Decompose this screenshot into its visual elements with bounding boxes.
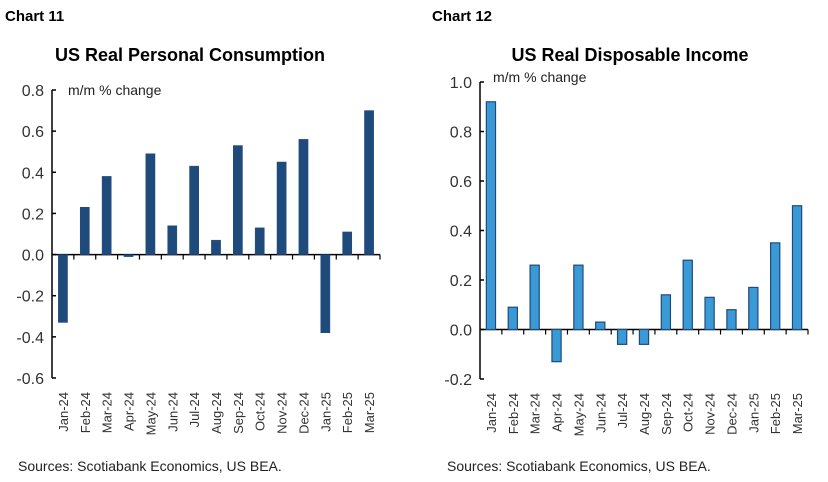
y-tick-label: 0.8 [22, 83, 44, 100]
x-tick-label: Nov-24 [703, 393, 718, 435]
bar [320, 254, 331, 333]
x-tick-label: Mar-24 [100, 392, 115, 433]
bar [726, 309, 737, 331]
bar [254, 227, 265, 255]
bar [770, 242, 781, 331]
source-note: Sources: Scotiabank Economics, US BEA. [18, 458, 282, 474]
source-note: Sources: Scotiabank Economics, US BEA. [447, 458, 711, 474]
bar [364, 110, 374, 255]
bar [101, 176, 112, 255]
y-tick-label: 0.2 [22, 206, 44, 223]
x-tick-label: Dec-24 [296, 392, 311, 434]
x-tick-label: Jan-24 [484, 393, 499, 433]
bar [342, 231, 353, 255]
x-tick-label: Apr-24 [122, 392, 137, 431]
x-tick-label: Feb-25 [340, 392, 355, 433]
x-tick-label: Feb-25 [768, 393, 783, 434]
y-tick-label: -0.6 [16, 371, 44, 388]
x-tick-label: Jun-24 [593, 393, 608, 433]
chart-label: Chart 12 [432, 8, 492, 25]
x-tick-label: Jan-25 [318, 392, 333, 432]
x-tick-label: Jan-25 [746, 393, 761, 433]
y-tick-label: 1.0 [450, 75, 472, 92]
y-tick-label: -0.4 [16, 330, 44, 347]
bar [298, 139, 309, 255]
x-tick-label: Sep-24 [659, 393, 674, 435]
x-tick-label: Oct-24 [681, 393, 696, 432]
y-tick-label: -0.2 [16, 289, 44, 306]
bar [638, 328, 650, 345]
chart-title: US Real Personal Consumption [55, 45, 325, 65]
bar [616, 328, 628, 345]
x-tick-label: Oct-24 [253, 392, 268, 431]
x-tick-label: Dec-24 [724, 393, 739, 435]
bar [167, 225, 178, 255]
x-tick-label: Apr-24 [550, 393, 565, 432]
y-tick-label: 0.0 [450, 323, 472, 340]
x-tick-label: Jul-24 [187, 392, 202, 427]
bar [145, 153, 156, 255]
bar [507, 306, 518, 331]
y-tick-label: 0.6 [22, 124, 44, 141]
bar [791, 205, 803, 331]
x-tick-label: Aug-24 [637, 393, 652, 435]
bar [233, 145, 243, 255]
x-tick-label: May-24 [143, 392, 158, 435]
x-tick-label: Nov-24 [275, 392, 290, 434]
bar [551, 328, 562, 363]
y-tick-label: 0.8 [450, 125, 472, 142]
x-tick-label: Feb-24 [78, 392, 93, 433]
x-tick-label: Sep-24 [231, 392, 246, 434]
x-tick-label: Jan-24 [56, 392, 71, 432]
bar [276, 161, 287, 255]
x-tick-label: Mar-25 [362, 392, 377, 433]
y-axis-label: m/m % change [493, 69, 587, 85]
x-tick-label: Jun-24 [165, 392, 180, 432]
bar [189, 165, 199, 255]
y-tick-label: 0.4 [450, 224, 472, 241]
bar [529, 264, 540, 331]
bar [704, 296, 715, 331]
y-tick-label: 0.0 [22, 248, 44, 265]
x-tick-label: Aug-24 [209, 392, 224, 434]
bar [682, 259, 693, 331]
x-tick-label: May-24 [571, 393, 586, 436]
bar [211, 239, 221, 255]
x-tick-label: Feb-24 [506, 393, 521, 434]
bar [485, 101, 497, 331]
chart-label: Chart 11 [5, 8, 64, 25]
y-tick-label: 0.4 [22, 165, 44, 182]
x-tick-label: Mar-25 [790, 393, 805, 434]
y-tick-label: 0.2 [450, 273, 472, 290]
bar [748, 286, 759, 331]
bar [660, 294, 672, 331]
bar [595, 321, 606, 331]
bar [573, 264, 584, 331]
bar [123, 254, 134, 257]
y-axis-label: m/m % change [68, 82, 162, 98]
x-tick-label: Mar-24 [528, 393, 543, 434]
y-tick-label: -0.2 [444, 372, 472, 389]
chart-title: US Real Disposable Income [511, 45, 748, 65]
bar [58, 254, 68, 323]
bar [79, 207, 90, 255]
y-tick-label: 0.6 [450, 174, 472, 191]
x-tick-label: Jul-24 [615, 393, 630, 428]
